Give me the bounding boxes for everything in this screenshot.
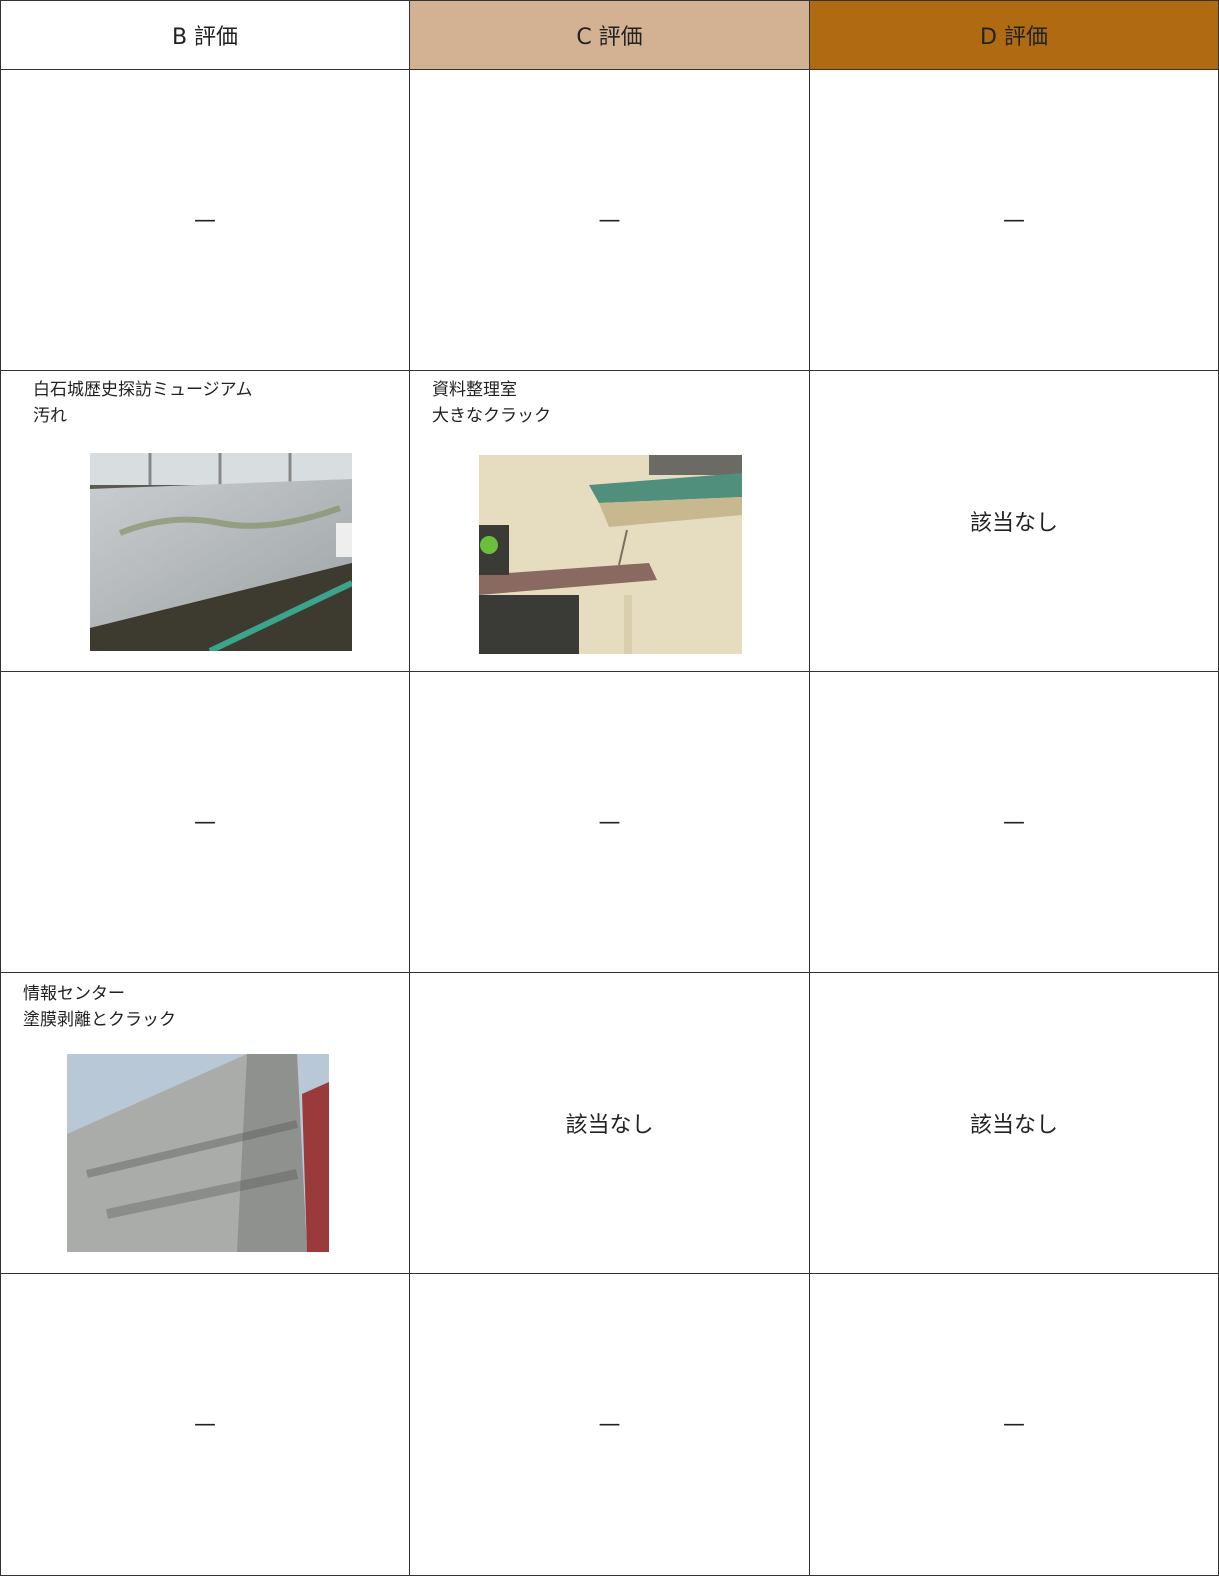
photo bbox=[67, 1054, 329, 1252]
cell: — bbox=[410, 672, 810, 973]
cell: — bbox=[0, 672, 410, 973]
cell: 資料整理室 大きなクラック bbox=[410, 371, 810, 672]
cell: — bbox=[810, 70, 1219, 371]
photo bbox=[90, 453, 352, 651]
issue: 汚れ bbox=[33, 406, 67, 426]
photo bbox=[479, 455, 742, 654]
cell: 該当なし bbox=[810, 973, 1219, 1274]
cell: — bbox=[410, 1274, 810, 1576]
cell: — bbox=[810, 1274, 1219, 1576]
header-cell: B 評価 bbox=[0, 0, 410, 70]
issue: 大きなクラック bbox=[432, 406, 551, 426]
cell-text: 白石城歴史探訪ミュージアム 汚れ bbox=[33, 377, 252, 429]
header-cell: C 評価 bbox=[410, 0, 810, 70]
cell-text: 資料整理室 大きなクラック bbox=[432, 377, 551, 429]
cell-text: 情報センター 塗膜剥離とクラック bbox=[23, 981, 176, 1033]
cell: — bbox=[0, 1274, 410, 1576]
cell: 該当なし bbox=[810, 371, 1219, 672]
header-cell: D 評価 bbox=[810, 0, 1219, 70]
cell: — bbox=[410, 70, 810, 371]
cell: 情報センター 塗膜剥離とクラック bbox=[0, 973, 410, 1274]
cell: — bbox=[0, 70, 410, 371]
cell: 白石城歴史探訪ミュージアム 汚れ bbox=[0, 371, 410, 672]
cell: 該当なし bbox=[410, 973, 810, 1274]
location: 情報センター bbox=[23, 984, 125, 1004]
cell: — bbox=[810, 672, 1219, 973]
location: 資料整理室 bbox=[432, 380, 517, 400]
issue: 塗膜剥離とクラック bbox=[23, 1010, 176, 1030]
location: 白石城歴史探訪ミュージアム bbox=[33, 380, 253, 400]
